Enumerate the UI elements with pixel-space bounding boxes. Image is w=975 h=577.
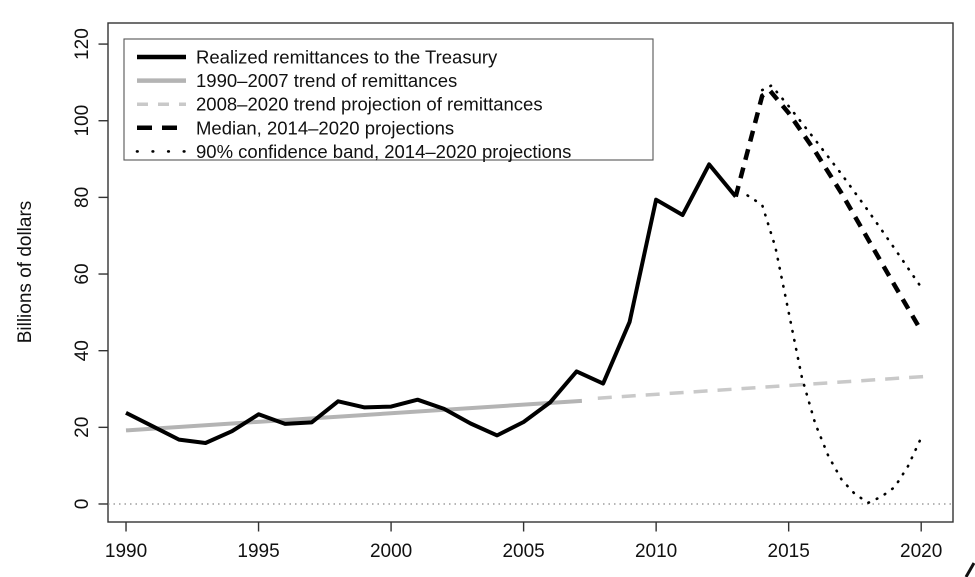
series-line-1 (597, 374, 932, 400)
x-tick-label: 2005 (502, 541, 544, 562)
series-line-3 (746, 194, 923, 505)
x-axis: 1990 1995 2000 2005 2010 2015 2020 (105, 522, 942, 562)
x-tick-label: 2020 (900, 541, 942, 562)
x-tick-label: 2010 (635, 541, 677, 562)
legend-label: Realized remittances to the Treasury (196, 47, 498, 68)
y-tick-label: 80 (72, 187, 93, 208)
legend-box (123, 38, 654, 161)
series-line-5 (125, 162, 738, 445)
legend-items: Realized remittances to the Treasury1990… (135, 47, 571, 162)
x-tick-label: 1995 (237, 541, 279, 562)
series-line-2 (760, 84, 923, 289)
y-tick-label: 0 (72, 499, 93, 510)
x-tick-label: 1990 (105, 541, 147, 562)
series-line-0 (125, 398, 583, 433)
legend-label: Median, 2014–2020 projections (196, 117, 454, 138)
y-tick-label: 40 (72, 340, 93, 361)
series-line-4 (733, 88, 924, 332)
series-lines (125, 84, 932, 505)
legend-label: 1990–2007 trend of remittances (196, 70, 457, 91)
corner-artifact (964, 562, 975, 577)
y-tick-label: 100 (72, 105, 93, 137)
legend-label: 90% confidence band, 2014–2020 projectio… (196, 141, 571, 162)
y-axis: 0 20 40 60 80 100 120 (72, 28, 108, 509)
y-axis-title: Billions of dollars (15, 201, 36, 344)
y-tick-label: 120 (72, 28, 93, 60)
legend-label: 2008–2020 trend projection of remittance… (196, 94, 543, 115)
y-tick-label: 60 (72, 263, 93, 284)
x-tick-label: 2000 (370, 541, 412, 562)
x-tick-label: 2015 (768, 541, 810, 562)
legend: Realized remittances to the Treasury1990… (123, 38, 654, 162)
plot-frame (107, 22, 954, 523)
y-tick-label: 20 (72, 417, 93, 438)
